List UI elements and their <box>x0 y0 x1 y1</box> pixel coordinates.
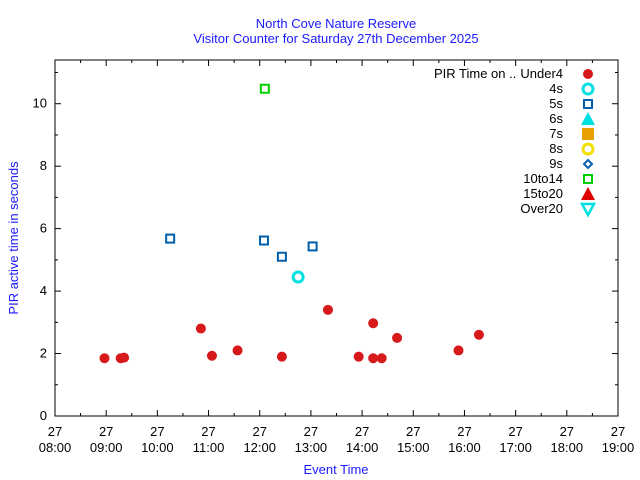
legend-marker <box>583 99 593 109</box>
x-tick-day: 27 <box>150 424 164 439</box>
y-axis: 0 2 4 6 8 10 <box>33 71 618 423</box>
legend-title: PIR Time on .. <box>434 66 516 81</box>
data-point <box>291 270 305 284</box>
x-tick-time: 16:00 <box>448 440 481 455</box>
legend-label: Over20 <box>520 201 563 216</box>
x-axis-label: Event Time <box>303 462 368 477</box>
x-tick-day: 27 <box>99 424 113 439</box>
plot-frame <box>54 59 619 417</box>
data-point <box>258 235 269 246</box>
x-tick-time: 19:00 <box>602 440 635 455</box>
legend-marker <box>579 202 597 218</box>
data-point <box>368 318 379 329</box>
x-tick-time: 17:00 <box>499 440 532 455</box>
data-point <box>165 233 176 244</box>
x-tick-day: 27 <box>611 424 625 439</box>
x-tick-time: 14:00 <box>346 440 379 455</box>
chart-subtitle: Visitor Counter for Saturday 27th Decemb… <box>193 31 478 46</box>
y-tick-label: 6 <box>40 221 47 236</box>
y-tick-label: 2 <box>40 346 47 361</box>
x-axis: 2708:002709:002710:002711:002712:002713:… <box>39 60 635 455</box>
data-point <box>453 345 464 356</box>
data-point <box>322 304 333 315</box>
legend: PIR Time on .. Under44s5s6s7s8s9s10to141… <box>434 66 597 218</box>
data-point <box>195 323 206 334</box>
chart-title: North Cove Nature Reserve <box>256 16 416 31</box>
x-tick-time: 15:00 <box>397 440 430 455</box>
data-point <box>473 329 484 340</box>
legend-label: 6s <box>549 111 563 126</box>
data-point <box>368 353 379 364</box>
x-tick-time: 09:00 <box>90 440 123 455</box>
data-point <box>99 353 110 364</box>
legend-label: 5s <box>549 96 563 111</box>
x-tick-time: 10:00 <box>141 440 174 455</box>
y-tick-label: 10 <box>33 96 47 111</box>
x-tick-day: 27 <box>48 424 62 439</box>
x-tick-day: 27 <box>304 424 318 439</box>
y-axis-label: PIR active time in seconds <box>6 161 21 315</box>
y-tick-label: 8 <box>40 158 47 173</box>
x-tick-day: 27 <box>252 424 266 439</box>
data-point <box>276 351 287 362</box>
data-point <box>307 241 318 252</box>
legend-marker <box>582 158 594 170</box>
data-point <box>376 353 387 364</box>
data-point <box>232 345 243 356</box>
data-point <box>119 352 130 363</box>
legend-marker <box>581 82 595 96</box>
legend-label: 8s <box>549 141 563 156</box>
legend-marker <box>581 142 595 156</box>
legend-marker <box>581 187 595 200</box>
data-point <box>206 350 217 361</box>
x-tick-day: 27 <box>355 424 369 439</box>
x-tick-time: 11:00 <box>193 440 225 455</box>
x-tick-time: 13:00 <box>295 440 328 455</box>
data-point <box>392 332 403 343</box>
legend-label: 4s <box>549 81 563 96</box>
data-point <box>353 351 364 362</box>
legend-label: 10to14 <box>523 171 563 186</box>
legend-label: 7s <box>549 126 563 141</box>
x-tick-time: 18:00 <box>551 440 584 455</box>
y-tick-label: 4 <box>40 283 47 298</box>
legend-marker <box>581 112 595 125</box>
data-points <box>99 83 484 364</box>
legend-label: 9s <box>549 156 563 171</box>
x-tick-time: 08:00 <box>39 440 72 455</box>
y-tick-label: 0 <box>40 408 47 423</box>
x-tick-day: 27 <box>406 424 420 439</box>
data-point <box>276 251 287 262</box>
legend-marker <box>583 69 593 79</box>
x-tick-day: 27 <box>560 424 574 439</box>
data-point <box>259 83 270 94</box>
legend-marker <box>583 174 593 184</box>
legend-label: Under4 <box>520 66 563 81</box>
x-tick-day: 27 <box>508 424 522 439</box>
x-tick-day: 27 <box>457 424 471 439</box>
legend-label: 15to20 <box>523 186 563 201</box>
x-tick-time: 12:00 <box>243 440 276 455</box>
x-tick-day: 27 <box>201 424 215 439</box>
legend-marker <box>582 128 594 140</box>
